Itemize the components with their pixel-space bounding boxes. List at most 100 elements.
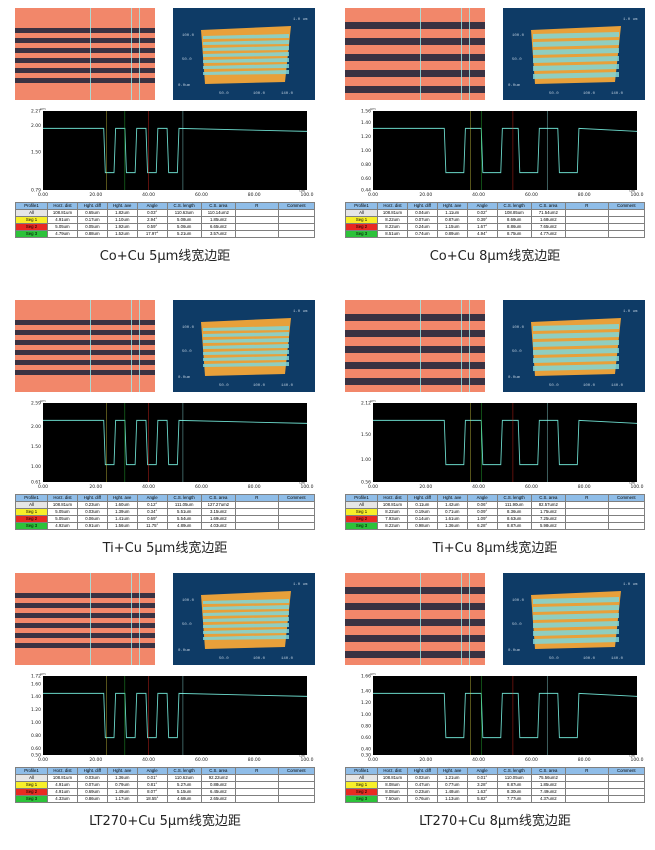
table-cell: 7.65um2 — [530, 223, 566, 231]
x-tick-label: 60.00 — [525, 484, 538, 490]
y-unit-label: um — [40, 399, 46, 403]
table-row: All 108.81um 0.04um 1.11um 0.02° 108.85um 71.5… — [344, 209, 646, 217]
table-row: Seg 3 8.51um 0.74um 0.89um 4.94° 8.75um 4.77um… — [344, 230, 646, 238]
map-axis-label: 100.0 — [253, 384, 266, 388]
surface-band — [533, 64, 619, 71]
y-tick-label: 0.80 — [31, 733, 41, 739]
column-header: C.S. area — [530, 202, 566, 210]
table-cell: 8.75um — [496, 230, 532, 238]
metal-line — [15, 623, 155, 628]
table-cell: 1.13um — [436, 795, 468, 803]
y-unit-label: um — [40, 107, 46, 111]
metal-line — [15, 340, 155, 345]
map-axis-label: 140.0 — [281, 92, 294, 96]
metal-line — [15, 58, 155, 63]
table-cell: 110.05um — [496, 774, 532, 782]
x-tick-label: 20.00 — [419, 192, 432, 198]
surface-band — [203, 605, 289, 610]
row-label: Seg 2 — [14, 515, 49, 523]
panel-caption: Co+Cu 8μm线宽边距 — [429, 249, 561, 264]
table-row: All 108.81um 0.03um 1.36um 0.01° 110.62um 92.2… — [14, 774, 316, 782]
x-tick-label: 60.00 — [195, 484, 208, 490]
comment-cell — [277, 788, 316, 796]
column-header: Comment — [607, 202, 646, 210]
x-unit-label: um — [299, 754, 305, 758]
row-label: Seg 2 — [14, 223, 49, 231]
table-row: Seg 3 8.22um 0.98um 1.36um 6.28° 8.87um 5.98um… — [344, 522, 646, 530]
table-cell — [564, 788, 609, 796]
column-header: Profile1 — [344, 202, 379, 210]
column-header: C.S. area — [200, 202, 236, 210]
comment-cell — [607, 795, 646, 803]
column-header: R — [564, 767, 609, 775]
measure-cursor[interactable] — [461, 300, 462, 392]
table-cell: 0.07um — [406, 216, 438, 224]
table-cell: 8.08um — [377, 788, 408, 796]
y-tick-label: 1.00 — [31, 720, 41, 726]
metal-line — [15, 603, 155, 608]
table-cell: 1.75um2 — [530, 508, 566, 516]
row-label: All — [344, 501, 379, 509]
measure-cursor[interactable] — [420, 300, 421, 392]
metal-line — [15, 360, 155, 365]
microscope-image — [345, 573, 485, 665]
panel-caption: Ti+Cu 5μm线宽边距 — [102, 541, 228, 556]
x-tick-label: 60.00 — [195, 192, 208, 198]
measure-cursor[interactable] — [461, 8, 462, 100]
table-cell: 1.60um — [106, 501, 138, 509]
column-header: Hght. diff — [406, 767, 438, 775]
plot-area — [373, 676, 637, 755]
measure-cursor[interactable] — [139, 300, 140, 392]
measure-cursor[interactable] — [139, 8, 140, 100]
table-cell — [564, 230, 609, 238]
column-header: Hght. ave — [106, 767, 138, 775]
column-header: Angle — [466, 767, 498, 775]
surface-band — [203, 46, 289, 51]
surface-band — [203, 629, 289, 634]
height-profile-plot: 1.56 1.40 1.20 1.00 0.80 0.60 0.44 um 0.00 20.00 4… — [345, 106, 645, 201]
table-cell: 4.37um2 — [530, 795, 566, 803]
measure-cursor[interactable] — [420, 8, 421, 100]
map-axis-label: 1.0 um — [293, 310, 308, 314]
height-profile-plot: 2.59 2.00 1.50 1.00 0.61 um 0.00 20.00 40.00 60.0… — [15, 398, 315, 493]
table-cell — [564, 216, 609, 224]
measure-cursor[interactable] — [90, 573, 91, 665]
y-unit-label: um — [370, 672, 376, 676]
surface-band — [533, 324, 619, 331]
surface-band — [533, 340, 619, 347]
column-header: R — [234, 202, 279, 210]
table-cell: 5.82° — [466, 795, 498, 803]
table-cell — [564, 508, 609, 516]
table-cell: 1.82um — [106, 209, 138, 217]
measure-cursor[interactable] — [131, 573, 132, 665]
comment-cell — [607, 781, 646, 789]
y-tick-label: 0.60 — [31, 746, 41, 752]
table-cell: 0.88um2 — [200, 781, 236, 789]
measure-cursor[interactable] — [469, 300, 470, 392]
table-cell: 0.02um — [406, 774, 438, 782]
measure-cursor[interactable] — [131, 8, 132, 100]
measure-cursor[interactable] — [139, 573, 140, 665]
row-label: All — [14, 501, 49, 509]
surface-band — [533, 48, 619, 55]
microscope-image — [345, 8, 485, 100]
measure-cursor[interactable] — [469, 573, 470, 665]
map-axis-label: 0.0um — [508, 649, 521, 653]
measure-cursor[interactable] — [469, 8, 470, 100]
table-cell: 0.05um — [76, 223, 108, 231]
comment-cell — [277, 795, 316, 803]
measure-cursor[interactable] — [131, 300, 132, 392]
measure-cursor[interactable] — [90, 8, 91, 100]
map-axis-label: 50.0 — [512, 350, 522, 354]
table-cell — [234, 230, 279, 238]
measure-cursor[interactable] — [461, 573, 462, 665]
map-axis-label: 50.0 — [549, 657, 559, 661]
column-header: C.S. length — [496, 202, 532, 210]
measure-cursor[interactable] — [90, 300, 91, 392]
x-tick-label: 80.00 — [248, 484, 261, 490]
metal-line — [345, 651, 485, 658]
map-axis-label: 50.0 — [182, 350, 192, 354]
measure-cursor[interactable] — [420, 573, 421, 665]
column-header: Profile1 — [14, 202, 49, 210]
x-tick-label: 100.0 — [301, 484, 314, 490]
